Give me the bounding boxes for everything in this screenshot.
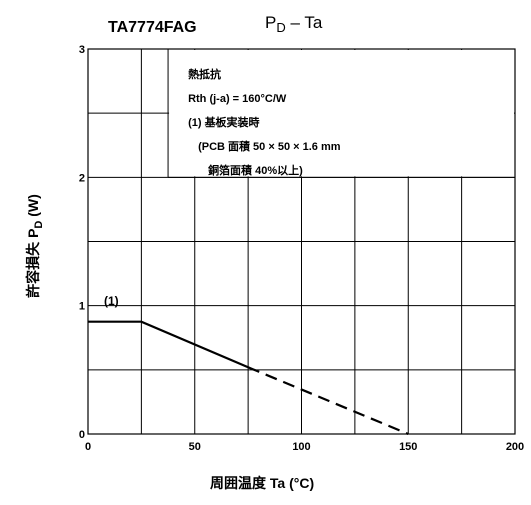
y-tick-label: 0 (79, 429, 85, 441)
chart-title: PD – Ta (265, 13, 323, 35)
x-tick-label: 150 (399, 441, 417, 453)
y-tick-label: 2 (79, 172, 85, 184)
y-axis-label: 許容損失 PD (W) (25, 194, 45, 298)
x-axis-label: 周囲温度 Ta (°C) (210, 475, 314, 491)
x-tick-label: 100 (292, 441, 310, 453)
y-tick-label: 3 (79, 44, 85, 56)
annotation-line: 熱抵抗 (188, 67, 221, 81)
part-number: TA7774FAG (108, 19, 197, 36)
tick-labels: 0 50 100 150 200 0 1 2 3 (79, 44, 524, 453)
annotation-line: (PCB 面積 50 × 50 × 1.6 mm (198, 139, 341, 153)
x-tick-label: 0 (85, 441, 91, 453)
annotation-line: Rth (j-a) = 160°C/W (188, 93, 287, 105)
series-line-2 (247, 366, 409, 436)
series-line-1 (88, 320, 249, 369)
plot-frame (87, 48, 516, 435)
y-tick-label: 1 (79, 301, 85, 313)
annotation-box (169, 50, 514, 177)
annotation-line: 銅箔面積 40%以上) (208, 163, 303, 177)
annotation-line: (1) 基板実装時 (188, 115, 260, 129)
x-tick-label: 50 (189, 441, 201, 453)
series-label-1: (1) (104, 294, 119, 308)
x-tick-label: 200 (506, 441, 524, 453)
annotation-block: 熱抵抗 Rth (j-a) = 160°C/W (1) 基板実装時 (PCB 面積 5… (168, 67, 515, 178)
series-layer (88, 320, 409, 436)
